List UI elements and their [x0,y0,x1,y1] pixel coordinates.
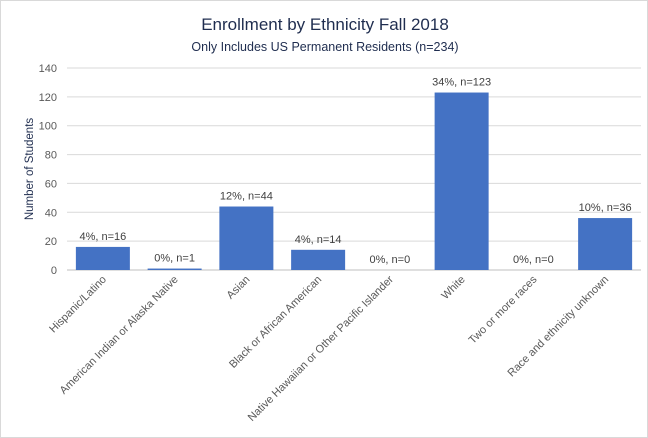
data-label: 0%, n=1 [154,253,195,265]
y-tick-label: 80 [45,150,57,162]
bar [291,249,346,270]
y-tick-label: 20 [45,236,57,248]
bar [578,218,633,270]
x-tick-label: Two or more races [467,273,540,346]
data-label: 10%, n=36 [579,202,632,214]
x-tick-label: American Indian or Alaska Native [58,274,181,397]
x-tick-label: Hispanic/Latino [47,274,109,336]
data-label: 0%, n=0 [513,254,554,266]
y-tick-label: 40 [45,207,57,219]
y-tick-label: 60 [45,178,57,190]
y-tick-label: 0 [51,265,57,277]
chart-subtitle: Only Includes US Permanent Residents (n=… [191,40,458,54]
data-label: 34%, n=123 [432,77,491,89]
bar [219,206,274,270]
bar [434,92,489,271]
data-label: 12%, n=44 [220,191,273,203]
chart-title: Enrollment by Ethnicity Fall 2018 [201,15,449,34]
x-tick-label: Asian [225,274,253,302]
data-label: 0%, n=0 [370,254,411,266]
bar [75,246,130,270]
data-label: 4%, n=14 [295,234,342,246]
x-tick-label: White [439,274,467,302]
y-tick-label: 120 [39,92,57,104]
y-tick-label: 100 [39,121,57,133]
y-tick-label: 140 [39,63,57,75]
x-tick-label: Native Hawaiian or Other Pacific Islande… [246,273,397,424]
data-label: 4%, n=16 [79,231,126,243]
y-axis-title: Number of Students [24,118,36,221]
bar [147,268,202,270]
